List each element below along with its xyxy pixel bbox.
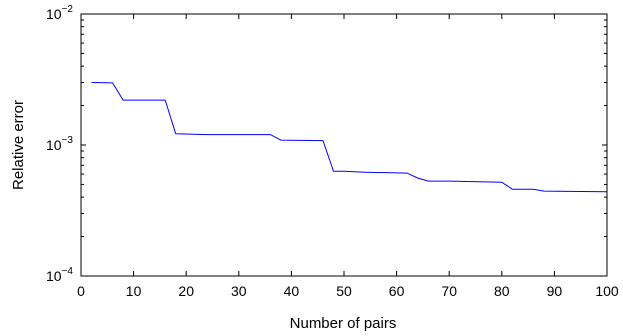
x-tick-label: 20 — [178, 283, 194, 299]
series-line-1 — [91, 82, 608, 193]
x-tick-label: 80 — [494, 283, 510, 299]
x-axis-label: Number of pairs — [290, 315, 397, 332]
y-tick-label: 10−4 — [46, 266, 73, 284]
x-tick-label: 90 — [547, 283, 563, 299]
x-tick-label: 30 — [231, 283, 247, 299]
y-tick-label: 10−2 — [46, 4, 73, 22]
x-tick-label: 70 — [441, 283, 457, 299]
y-axis-label: Relative error — [10, 100, 27, 190]
x-tick-label: 10 — [126, 283, 142, 299]
x-tick-label: 50 — [336, 283, 352, 299]
y-tick-label: 10−3 — [46, 135, 73, 153]
plot-frame — [80, 13, 608, 277]
series-layer — [91, 82, 608, 193]
x-tick-label: 60 — [389, 283, 405, 299]
x-tick-label: 40 — [284, 283, 300, 299]
y-axis-ticks: 10−4 10−3 10−2 — [46, 4, 607, 284]
x-tick-label: 100 — [595, 283, 619, 299]
x-axis-ticks: 0 10 20 30 40 50 60 70 80 90 100 — [77, 14, 619, 299]
x-tick-label: 0 — [77, 283, 85, 299]
